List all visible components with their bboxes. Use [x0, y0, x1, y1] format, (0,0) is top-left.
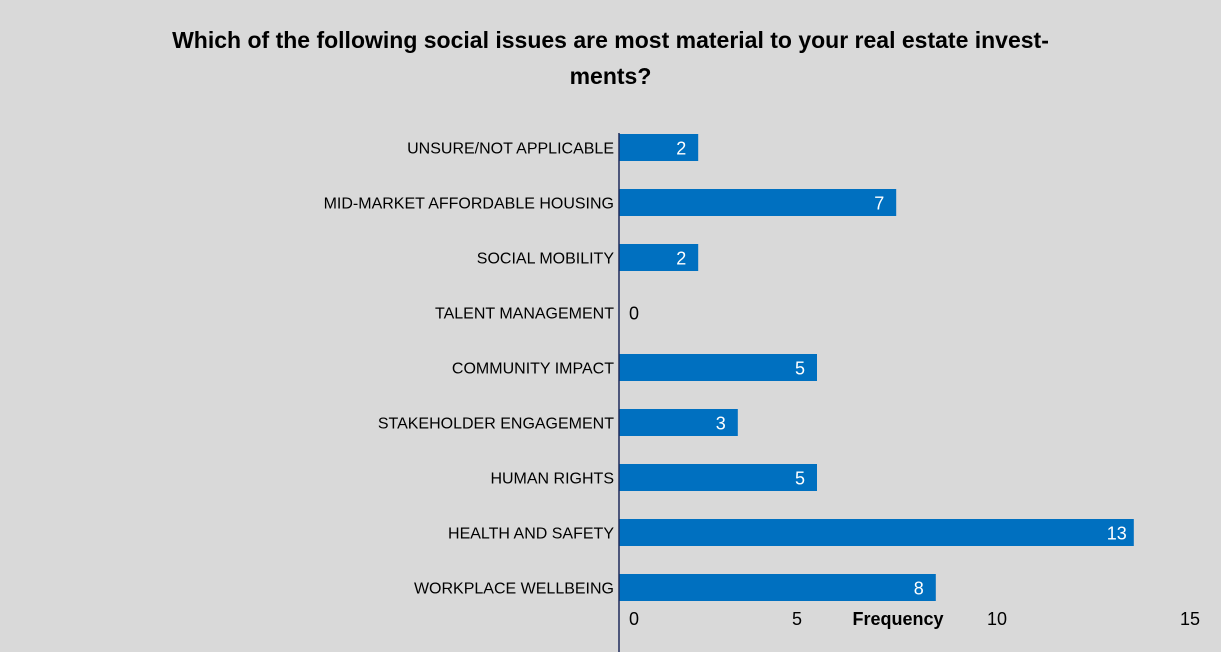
x-tick-label: 5 — [792, 609, 802, 629]
category-label: TALENT MANAGEMENT — [435, 306, 614, 323]
chart-title-line-2: ments? — [569, 63, 652, 89]
value-labels: 2 7 2 0 5 3 5 13 8 — [629, 139, 1127, 599]
x-tick-label: 10 — [987, 609, 1007, 629]
category-label: HEALTH AND SAFETY — [448, 526, 614, 543]
value-label: 7 — [874, 194, 884, 214]
category-label: STAKEHOLDER ENGAGEMENT — [378, 416, 614, 433]
value-label: 5 — [795, 359, 805, 379]
x-tick-label: 15 — [1180, 609, 1200, 629]
bar — [619, 519, 1134, 546]
category-label: SOCIAL MOBILITY — [477, 251, 615, 268]
category-label: COMMUNITY IMPACT — [452, 361, 614, 378]
value-label: 2 — [676, 249, 686, 269]
category-labels: UNSURE/NOT APPLICABLE MID-MARKET AFFORDAB… — [324, 141, 615, 598]
value-label: 8 — [914, 579, 924, 599]
x-tick-label: 0 — [629, 609, 639, 629]
bar — [619, 464, 817, 491]
category-label: UNSURE/NOT APPLICABLE — [407, 141, 614, 158]
bar — [619, 134, 699, 161]
chart-title-line-1: Which of the following social issues are… — [172, 27, 1049, 53]
value-label: 2 — [676, 139, 686, 159]
category-label: HUMAN RIGHTS — [490, 471, 614, 488]
value-label: 0 — [629, 304, 639, 324]
value-label: 3 — [716, 414, 726, 434]
category-label: MID-MARKET AFFORDABLE HOUSING — [324, 196, 614, 213]
x-tick-labels: 0 5 10 15 — [629, 609, 1200, 629]
bar — [619, 574, 936, 601]
x-axis-label: Frequency — [852, 609, 943, 629]
bar — [619, 409, 738, 436]
bar — [619, 244, 699, 271]
value-label: 5 — [795, 469, 805, 489]
bar — [619, 189, 897, 216]
bar — [619, 354, 817, 381]
category-label: WORKPLACE WELLBEING — [414, 581, 614, 598]
bars-group — [619, 134, 1134, 601]
chart-title: Which of the following social issues are… — [40, 22, 1181, 94]
value-label: 13 — [1107, 524, 1127, 544]
